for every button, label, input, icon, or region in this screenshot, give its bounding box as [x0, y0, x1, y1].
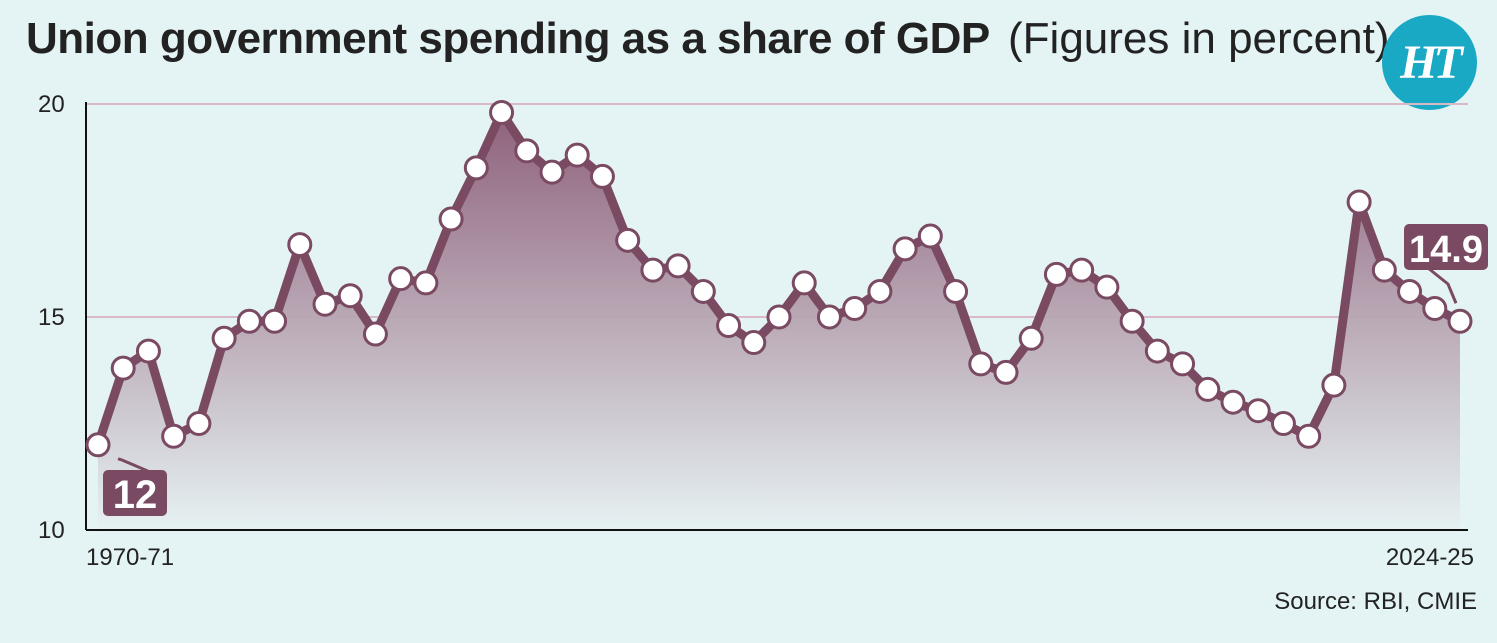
- data-point: [85, 432, 111, 458]
- data-point: [1043, 261, 1069, 287]
- annotation-leader: [1427, 266, 1458, 304]
- data-point: [312, 291, 338, 317]
- annotation-label: 12: [113, 473, 158, 517]
- data-point: [337, 283, 363, 309]
- y-tick-label: 20: [38, 91, 65, 118]
- data-point: [564, 142, 590, 168]
- data-point: [161, 423, 187, 449]
- source-note: Source: RBI, CMIE: [1274, 588, 1477, 615]
- data-point: [1220, 389, 1246, 415]
- data-point: [413, 270, 439, 296]
- data-point: [1321, 372, 1347, 398]
- y-tick-label: 10: [38, 517, 65, 544]
- data-point: [791, 270, 817, 296]
- data-point: [1119, 308, 1145, 334]
- data-point: [135, 338, 161, 364]
- data-point: [1195, 376, 1221, 402]
- data-point: [943, 278, 969, 304]
- data-point: [1245, 398, 1271, 424]
- data-point: [589, 163, 615, 189]
- data-point: [211, 325, 237, 351]
- data-point: [1094, 274, 1120, 300]
- chart-title-main: Union government spending as a share of …: [26, 14, 990, 63]
- data-point: [1069, 257, 1095, 283]
- data-point: [262, 308, 288, 334]
- data-point: [1422, 295, 1448, 321]
- chart-title: Union government spending as a share of …: [26, 14, 1390, 64]
- data-point: [968, 351, 994, 377]
- data-point: [1346, 189, 1372, 215]
- data-point: [917, 223, 943, 249]
- x-tick-label: 2024-25: [1386, 544, 1474, 571]
- data-point: [741, 330, 767, 356]
- data-point: [388, 266, 414, 292]
- data-point: [665, 253, 691, 279]
- data-point: [1018, 325, 1044, 351]
- data-point: [716, 313, 742, 339]
- data-point: [892, 236, 918, 262]
- data-point: [438, 206, 464, 232]
- data-point: [1144, 338, 1170, 364]
- ht-logo-icon: HT: [1382, 15, 1477, 110]
- data-point: [1296, 423, 1322, 449]
- data-point: [489, 100, 515, 126]
- chart-subtitle: (Figures in percent): [1008, 14, 1390, 63]
- annotation-leader: [117, 457, 151, 474]
- data-point: [867, 278, 893, 304]
- data-point: [816, 304, 842, 330]
- annotation-box: [1404, 224, 1488, 270]
- data-point: [463, 155, 489, 181]
- data-point: [1270, 411, 1296, 436]
- data-point: [1447, 308, 1473, 334]
- data-point: [287, 232, 313, 258]
- data-point: [110, 355, 136, 381]
- y-tick-label: 15: [38, 304, 65, 331]
- data-point: [993, 359, 1019, 385]
- data-point: [539, 159, 565, 185]
- data-point: [514, 138, 540, 164]
- data-point: [690, 278, 716, 304]
- data-point: [640, 257, 666, 283]
- data-point: [1397, 278, 1423, 304]
- annotation-label: 14.9: [1409, 229, 1483, 271]
- data-point: [766, 304, 792, 330]
- data-point: [1371, 257, 1397, 283]
- data-point: [186, 411, 212, 436]
- data-point: [1170, 351, 1196, 377]
- x-tick-label: 1970-71: [86, 544, 174, 571]
- data-point: [236, 308, 262, 334]
- data-point: [842, 295, 868, 321]
- annotation-box: [103, 470, 167, 516]
- data-point: [615, 227, 641, 253]
- data-point: [362, 321, 388, 347]
